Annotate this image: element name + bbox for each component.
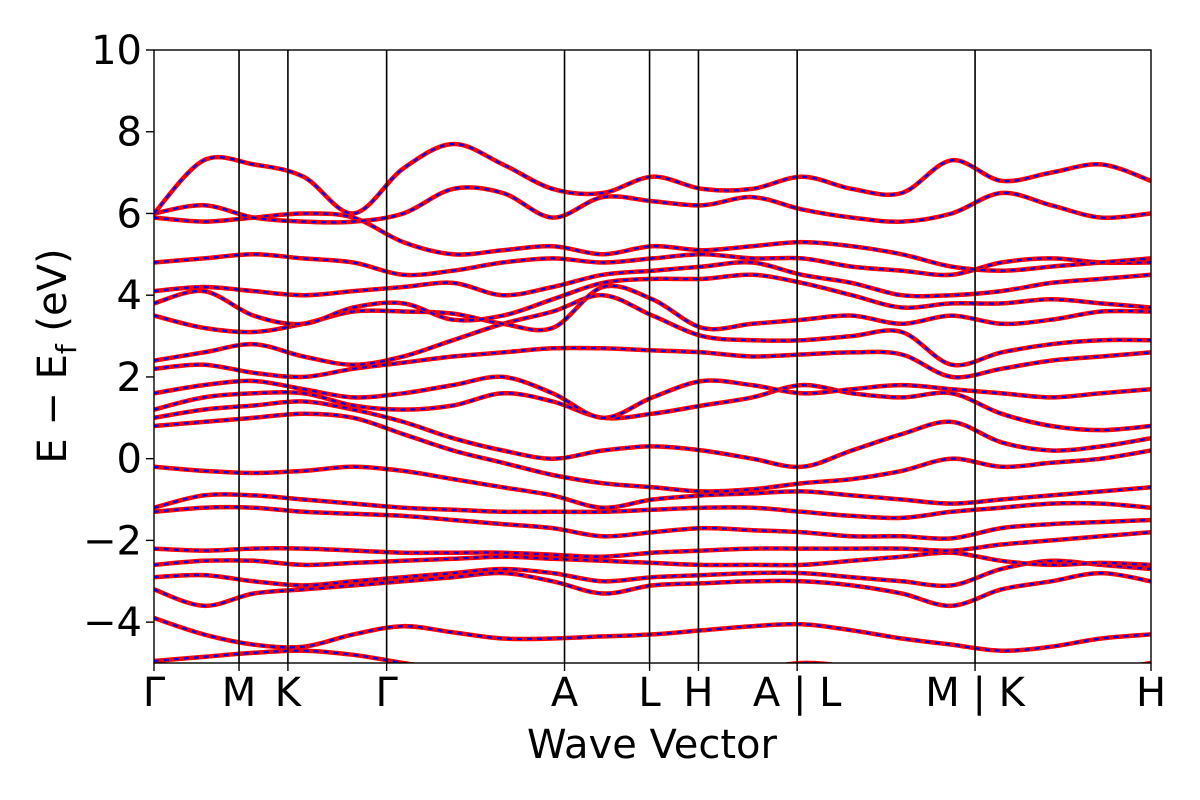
band-line-14 <box>154 292 1151 368</box>
y-tick-label-4: 4 <box>117 273 142 319</box>
y-tick-label-2: 0 <box>117 437 142 483</box>
y-axis-label: E − Ef (eV) <box>30 248 83 463</box>
y-axis-label-main: E − E <box>30 354 76 464</box>
band-line-overlay-8 <box>154 465 1151 509</box>
band-line-10 <box>154 399 1151 470</box>
band-line-21 <box>154 141 1151 216</box>
band-line-overlay-19 <box>154 212 1151 272</box>
band-line-2 <box>154 570 1151 609</box>
x-tick-label-7: A | L <box>753 670 842 716</box>
band-line-overlay-7 <box>154 493 1151 520</box>
x-tick-label-0: Γ <box>143 670 166 716</box>
band-line-overlay-3 <box>154 559 1151 587</box>
band-line-overlay-17 <box>154 261 1151 298</box>
bands-layer <box>154 141 1151 663</box>
band-line-overlay-9 <box>154 412 1151 493</box>
band-line-overlay-16 <box>154 273 1151 326</box>
band-line-overlay-6 <box>154 506 1151 540</box>
kpoint-lines-layer <box>238 50 976 663</box>
y-tick-label-5: 6 <box>117 191 142 237</box>
band-line-overlay-18 <box>154 253 1151 277</box>
band-line-overlay-5 <box>154 531 1151 558</box>
x-tick-label-5: L <box>638 670 661 716</box>
band-line-overlay-1 <box>154 616 1151 652</box>
band-line-20 <box>154 185 1151 225</box>
band-line-9 <box>154 411 1151 494</box>
y-tick-label-6: 8 <box>117 110 142 156</box>
x-axis-label: Wave Vector <box>527 722 778 768</box>
x-tick-label-1: M <box>222 670 257 716</box>
band-line-overlay-12 <box>154 375 1151 419</box>
band-line-overlay-0 <box>154 649 1151 663</box>
y-tick-label-1: −2 <box>83 518 142 564</box>
y-axis-label-subscript: f <box>50 343 83 354</box>
band-line-overlay-15 <box>154 284 1151 334</box>
y-axis-ticks: −4 −2 0 2 4 6 8 10 <box>83 28 154 646</box>
y-tick-label-3: 2 <box>117 355 142 401</box>
x-tick-label-3: Γ <box>375 670 398 716</box>
band-line-11 <box>154 382 1151 433</box>
x-tick-label-9: H <box>1136 670 1166 716</box>
band-line-overlay-10 <box>154 400 1151 469</box>
x-tick-label-6: H <box>683 670 713 716</box>
y-tick-label-0: −4 <box>83 600 142 646</box>
x-tick-label-4: A <box>551 670 579 716</box>
band-line-overlay-4 <box>154 551 1151 567</box>
y-axis-label-unit: (eV) <box>30 248 76 344</box>
plot-frame <box>153 49 1152 664</box>
band-line-overlay-13 <box>154 346 1151 379</box>
x-tick-label-2: K <box>275 670 303 716</box>
y-tick-label-7: 10 <box>91 28 142 74</box>
band-line-overlay-20 <box>154 186 1151 224</box>
x-tick-label-8: M | K <box>925 670 1026 716</box>
band-line-5 <box>154 529 1151 560</box>
